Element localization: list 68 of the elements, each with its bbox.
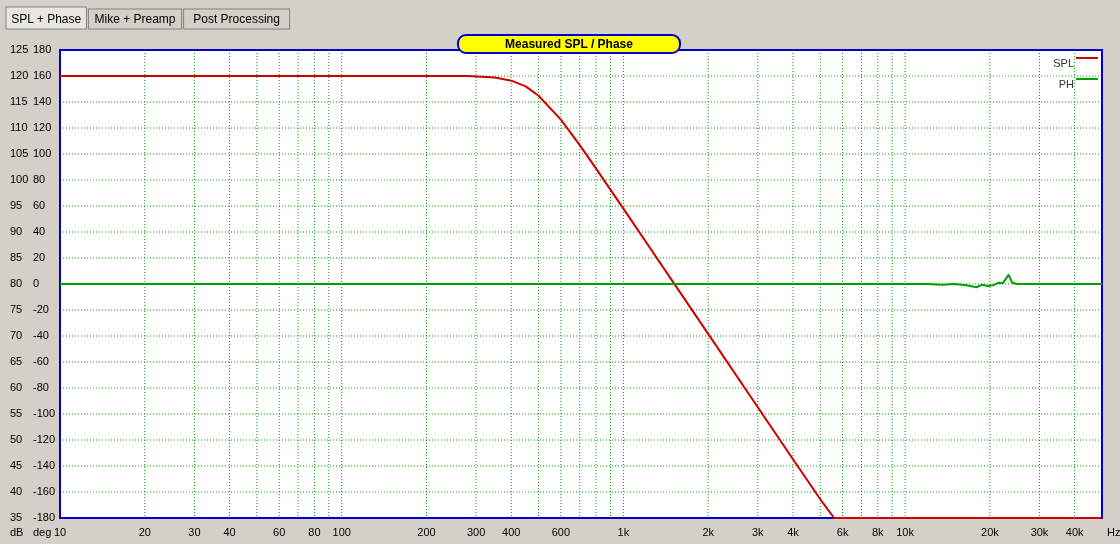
- y2-tick-label: -120: [33, 432, 56, 445]
- y-tick-label: 45: [10, 458, 23, 471]
- y-tick-label: 100: [10, 172, 29, 185]
- x-tick-label: 20k: [981, 525, 1000, 538]
- x-tick-label: 400: [502, 525, 521, 538]
- x-tick-label: 20: [138, 525, 151, 538]
- y2-tick-label: 160: [33, 68, 52, 81]
- y2-tick-label: 20: [33, 250, 46, 263]
- x-tick-label: 10k: [896, 525, 915, 538]
- x-tick-label: 2k: [702, 525, 715, 538]
- x-tick-label: 100: [332, 525, 351, 538]
- x-tick-label: 6k: [836, 525, 849, 538]
- y-tick-label: 65: [10, 354, 23, 367]
- y-tick-label: 75: [10, 302, 23, 315]
- y2-axis-title: deg: [33, 525, 52, 538]
- y-tick-label: 40: [10, 484, 23, 497]
- y2-tick-label: 180: [33, 42, 52, 55]
- y-tick-label: 105: [10, 146, 29, 159]
- y-tick-label: 50: [10, 432, 23, 445]
- y-tick-label: 110: [10, 120, 28, 133]
- text: SPL + Phase: [11, 12, 82, 26]
- chart-title: Measured SPL / Phase: [505, 37, 634, 52]
- y2-tick-label: -20: [33, 302, 49, 315]
- y-tick-label: 80: [10, 276, 23, 289]
- x-tick-label: 200: [417, 525, 436, 538]
- y-tick-label: 90: [10, 224, 23, 237]
- y2-tick-label: -40: [33, 328, 49, 341]
- legend-label: SPL: [1053, 57, 1074, 69]
- y-tick-label: 120: [10, 68, 29, 81]
- y-tick-label: 125: [10, 42, 29, 55]
- x-tick-label: 600: [551, 525, 571, 538]
- x-tick-label: 30: [188, 525, 201, 538]
- y2-tick-label: 100: [33, 146, 52, 159]
- y2-tick-label: 140: [33, 94, 52, 107]
- x-tick-label: 1k: [617, 525, 630, 538]
- y2-tick-label: -100: [33, 406, 56, 419]
- x-tick-label: 8k: [871, 525, 885, 538]
- y2-tick-label: -60: [33, 354, 49, 367]
- y2-tick-label: -140: [33, 458, 56, 471]
- y-axis-title: dB: [10, 525, 24, 538]
- x-tick-label: 3k: [751, 525, 765, 538]
- x-tick-label: 80: [308, 525, 321, 538]
- y2-tick-label: 120: [33, 120, 52, 133]
- y-tick-label: 70: [10, 328, 23, 341]
- y-tick-label: 115: [10, 94, 28, 107]
- y-tick-label: 85: [10, 250, 23, 263]
- y2-tick-label: -80: [33, 380, 49, 393]
- legend-label: PH: [1058, 78, 1075, 90]
- y-tick-label: 95: [10, 198, 23, 211]
- x-tick-label: 4k: [787, 525, 800, 538]
- x-axis-title: Hz: [1107, 525, 1120, 538]
- x-tick-label: 10: [53, 525, 67, 538]
- y2-tick-label: -160: [33, 484, 56, 497]
- y-tick-label: 55: [10, 406, 23, 419]
- x-tick-label: 40: [223, 525, 236, 538]
- text: Post Processing: [193, 12, 280, 26]
- text: Mike + Preamp: [94, 12, 176, 26]
- y2-tick-label: 40: [33, 224, 46, 237]
- x-tick-label: 300: [466, 525, 486, 538]
- x-tick-label: 40k: [1065, 525, 1085, 538]
- y2-tick-label: 80: [33, 172, 46, 185]
- x-tick-label: 60: [273, 525, 286, 538]
- y2-tick-label: 0: [33, 276, 40, 289]
- y2-tick-label: -180: [33, 510, 56, 523]
- y2-tick-label: 60: [33, 198, 46, 211]
- x-tick-label: 30k: [1030, 525, 1049, 538]
- y-tick-label: 35: [10, 510, 23, 523]
- y-tick-label: 60: [10, 380, 23, 393]
